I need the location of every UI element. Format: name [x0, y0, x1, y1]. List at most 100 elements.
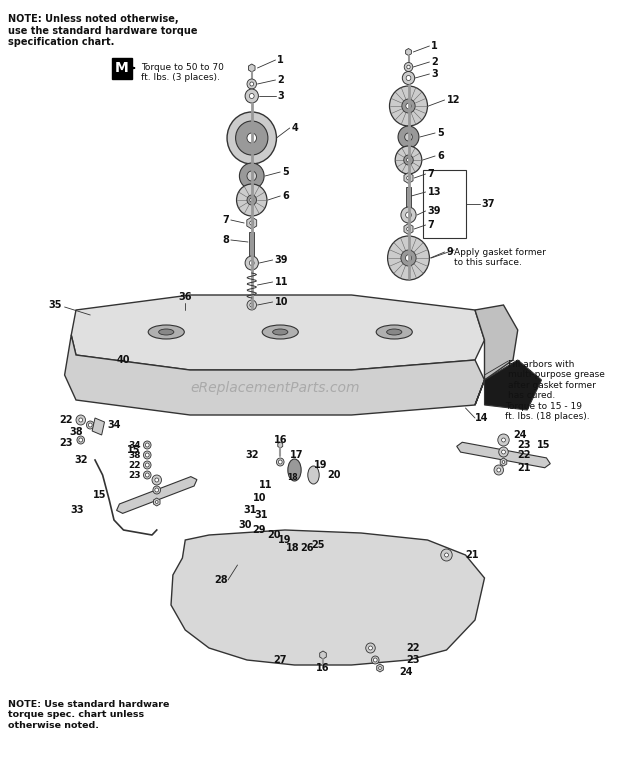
Circle shape [247, 79, 257, 89]
Text: 38: 38 [69, 427, 82, 437]
Circle shape [143, 461, 151, 469]
Ellipse shape [308, 466, 319, 484]
Circle shape [155, 488, 159, 492]
Circle shape [366, 643, 375, 653]
Circle shape [277, 458, 284, 466]
Text: 15: 15 [127, 445, 141, 455]
Polygon shape [92, 418, 105, 435]
FancyBboxPatch shape [112, 58, 131, 78]
Text: 26: 26 [300, 543, 314, 553]
Text: 16: 16 [273, 435, 287, 445]
Circle shape [369, 646, 373, 650]
Circle shape [247, 195, 257, 205]
Text: 16: 16 [316, 663, 330, 673]
Text: 34: 34 [128, 441, 141, 449]
Circle shape [77, 436, 84, 444]
Text: 34: 34 [107, 420, 121, 430]
Text: Fill arbors with
multi-purpose grease
after gasket former
has cured.: Fill arbors with multi-purpose grease af… [508, 360, 605, 400]
Circle shape [402, 99, 415, 113]
Polygon shape [278, 442, 283, 448]
Text: 22: 22 [60, 415, 73, 425]
Circle shape [401, 207, 416, 223]
Polygon shape [404, 223, 413, 234]
Circle shape [249, 260, 254, 266]
Circle shape [227, 112, 277, 164]
Text: 1: 1 [277, 55, 284, 65]
Circle shape [79, 418, 82, 422]
Circle shape [145, 463, 149, 467]
Circle shape [401, 250, 416, 266]
Circle shape [250, 303, 254, 307]
Circle shape [379, 667, 381, 670]
Circle shape [247, 171, 257, 181]
Text: Torque to 15 - 19
ft. lbs. (18 places).: Torque to 15 - 19 ft. lbs. (18 places). [505, 402, 590, 422]
FancyBboxPatch shape [249, 232, 254, 258]
Text: 12: 12 [446, 95, 460, 105]
Text: 5: 5 [282, 167, 289, 177]
Text: 15: 15 [537, 440, 551, 450]
Circle shape [143, 451, 151, 459]
Text: 31: 31 [243, 505, 257, 515]
Circle shape [239, 163, 264, 189]
Circle shape [405, 212, 411, 218]
Text: 39: 39 [428, 206, 441, 216]
Circle shape [407, 176, 410, 180]
Text: 35: 35 [48, 300, 62, 310]
Text: 36: 36 [179, 292, 192, 302]
Circle shape [152, 475, 161, 485]
Circle shape [371, 656, 379, 664]
Circle shape [250, 221, 254, 225]
Text: 18: 18 [286, 543, 299, 553]
Text: 20: 20 [328, 470, 341, 480]
Ellipse shape [387, 329, 402, 335]
Text: 1: 1 [432, 41, 438, 51]
Text: 31: 31 [254, 510, 268, 520]
Text: 32: 32 [245, 450, 259, 460]
Polygon shape [484, 360, 541, 410]
Circle shape [502, 438, 505, 442]
Circle shape [245, 89, 259, 103]
Text: 19: 19 [278, 535, 292, 545]
Text: eReplacementParts.com: eReplacementParts.com [191, 381, 360, 395]
Text: 17: 17 [290, 450, 303, 460]
Text: 3: 3 [432, 69, 438, 79]
Text: Apply gasket former
to this surface.: Apply gasket former to this surface. [454, 248, 546, 267]
Text: 22: 22 [518, 450, 531, 460]
Polygon shape [171, 530, 484, 665]
Text: NOTE: Use standard hardware
torque spec. chart unless
otherwise noted.: NOTE: Use standard hardware torque spec.… [7, 700, 169, 730]
Polygon shape [247, 217, 257, 229]
Text: 20: 20 [267, 530, 280, 540]
Circle shape [145, 443, 149, 447]
Text: 22: 22 [407, 643, 420, 653]
Text: 27: 27 [273, 655, 287, 665]
Circle shape [143, 471, 151, 479]
Circle shape [406, 103, 411, 109]
Circle shape [498, 447, 508, 457]
Circle shape [445, 553, 448, 557]
Circle shape [498, 434, 509, 446]
Text: 2: 2 [432, 57, 438, 67]
Circle shape [79, 438, 82, 442]
Text: 22: 22 [128, 461, 141, 469]
Circle shape [441, 549, 452, 561]
Text: 30: 30 [238, 520, 252, 530]
Text: M: M [115, 61, 128, 75]
Circle shape [395, 146, 422, 174]
Text: 19: 19 [314, 460, 327, 470]
Circle shape [245, 256, 259, 270]
Text: 11: 11 [259, 480, 273, 490]
Polygon shape [404, 173, 413, 184]
Text: 23: 23 [128, 471, 141, 479]
Circle shape [249, 94, 254, 98]
Polygon shape [405, 48, 412, 55]
Circle shape [497, 468, 501, 472]
Text: 6: 6 [282, 191, 289, 201]
Circle shape [76, 415, 86, 425]
Polygon shape [249, 64, 255, 72]
Polygon shape [154, 498, 160, 506]
Ellipse shape [262, 325, 298, 339]
Circle shape [237, 184, 267, 216]
Circle shape [502, 450, 505, 454]
Polygon shape [64, 335, 484, 415]
Text: 25: 25 [311, 540, 325, 550]
